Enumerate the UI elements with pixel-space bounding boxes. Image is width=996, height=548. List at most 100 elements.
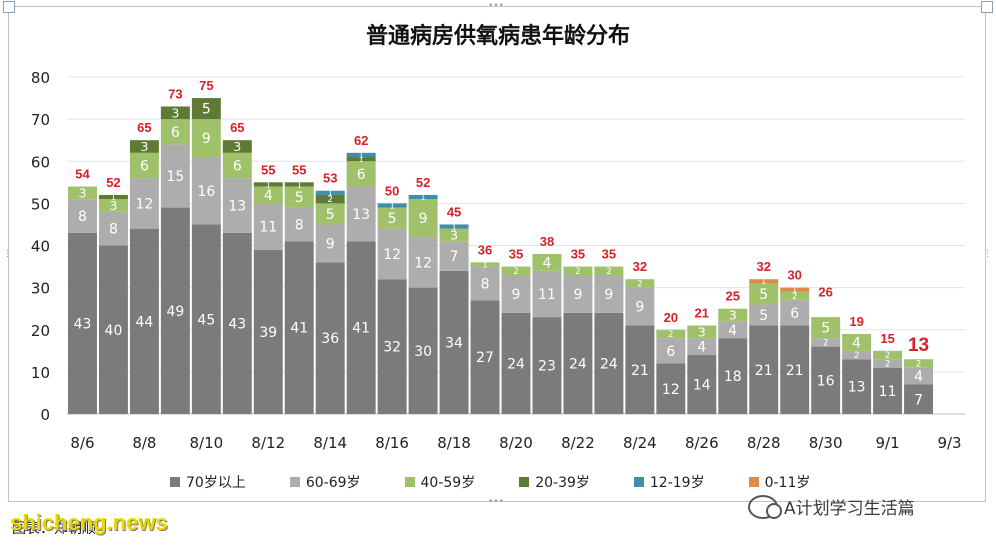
data-label: 2 bbox=[823, 337, 828, 347]
bar-segment bbox=[222, 152, 252, 179]
total-label: 55 bbox=[292, 162, 306, 177]
legend-label: 0-11岁 bbox=[764, 475, 811, 491]
bar-segment bbox=[718, 338, 748, 414]
resize-handle-top-left[interactable] bbox=[3, 1, 15, 13]
bar-segment bbox=[315, 262, 345, 414]
bar-segment bbox=[625, 325, 655, 414]
bar-segment bbox=[346, 186, 376, 242]
bar-segment bbox=[160, 144, 190, 208]
bar-segment bbox=[253, 182, 283, 187]
legend-label: 12-19岁 bbox=[649, 475, 705, 491]
data-label: 18 bbox=[724, 369, 742, 385]
data-label: 6 bbox=[666, 344, 675, 360]
bar-segment bbox=[191, 119, 221, 158]
legend-item: 0-11岁 bbox=[748, 472, 811, 492]
x-tick-label: 9/1 bbox=[876, 434, 900, 452]
data-label: 23 bbox=[538, 359, 556, 375]
data-label: 24 bbox=[507, 356, 525, 372]
resize-handle-right[interactable]: ⋮ bbox=[983, 249, 992, 259]
bar-segment bbox=[377, 279, 407, 414]
x-tick-label: 8/8 bbox=[132, 434, 156, 452]
bar-segment bbox=[873, 359, 903, 368]
bar-segment bbox=[253, 186, 283, 204]
data-label: 3 bbox=[109, 198, 117, 213]
data-label: 1 bbox=[792, 286, 797, 295]
bar-segment bbox=[346, 241, 376, 414]
data-label: 2 bbox=[885, 358, 890, 368]
bar-segment bbox=[129, 228, 159, 414]
data-label: 9 bbox=[573, 287, 582, 303]
data-label: 8 bbox=[481, 276, 490, 292]
data-label: 1 bbox=[266, 180, 271, 189]
bar-segment bbox=[842, 359, 872, 414]
bar-segment bbox=[68, 232, 97, 414]
bar-segment bbox=[315, 190, 345, 195]
y-tick-label: 80 bbox=[31, 69, 50, 87]
bar-segment bbox=[780, 291, 810, 301]
legend-item: 70岁以上 bbox=[170, 472, 246, 492]
bar-segment bbox=[563, 274, 593, 313]
data-label: 43 bbox=[74, 316, 92, 332]
data-label: 4 bbox=[728, 323, 737, 339]
resize-handle-top[interactable]: ••• bbox=[488, 1, 504, 11]
bar-segment bbox=[718, 321, 748, 339]
bar-segment bbox=[501, 274, 531, 313]
legend-item: 40-59岁 bbox=[404, 472, 476, 492]
data-label: 5 bbox=[388, 211, 397, 227]
bar-segment bbox=[191, 224, 221, 414]
total-label: 36 bbox=[478, 242, 492, 257]
x-tick-label: 8/18 bbox=[437, 434, 471, 452]
total-label: 62 bbox=[354, 133, 368, 148]
data-label: 1 bbox=[111, 193, 116, 202]
total-label: 30 bbox=[787, 268, 801, 283]
bar-segment bbox=[749, 304, 779, 326]
data-label: 3 bbox=[698, 324, 706, 339]
data-label: 5 bbox=[759, 308, 768, 324]
bar-segment bbox=[842, 350, 872, 360]
data-label: 11 bbox=[538, 287, 556, 303]
data-label: 3 bbox=[140, 139, 148, 154]
data-label: 49 bbox=[166, 304, 184, 320]
resize-handle-left[interactable]: ⋮ bbox=[3, 249, 12, 259]
bar-segment bbox=[470, 262, 500, 267]
data-label: 14 bbox=[693, 378, 711, 394]
bar-segment bbox=[160, 119, 190, 145]
resize-handle-bottom[interactable]: ••• bbox=[488, 497, 504, 507]
data-label: 2 bbox=[575, 266, 580, 276]
legend-swatch bbox=[289, 477, 300, 487]
data-label: 4 bbox=[264, 188, 273, 204]
bar-segment bbox=[563, 312, 593, 414]
legend-label: 60-69岁 bbox=[305, 475, 361, 491]
legend-swatch bbox=[404, 477, 415, 487]
data-label: 7 bbox=[914, 392, 923, 408]
data-label: 1 bbox=[452, 222, 457, 231]
bar-segment bbox=[439, 224, 469, 229]
data-label: 16 bbox=[197, 184, 215, 200]
x-tick-label: 9/3 bbox=[937, 434, 961, 452]
data-label: 36 bbox=[321, 331, 339, 347]
bar-segment bbox=[191, 98, 221, 120]
bar-segment bbox=[315, 203, 345, 225]
bar-segment bbox=[749, 279, 779, 284]
legend-label: 40-59岁 bbox=[420, 475, 476, 491]
total-label: 38 bbox=[540, 234, 554, 249]
total-label: 13 bbox=[908, 335, 929, 356]
bar-segment bbox=[222, 178, 252, 233]
total-label: 73 bbox=[168, 86, 182, 101]
bar-segment bbox=[129, 152, 159, 179]
data-label: 27 bbox=[476, 350, 494, 366]
bar-segment bbox=[563, 266, 593, 275]
resize-handle-top-right[interactable] bbox=[981, 1, 993, 13]
total-label: 26 bbox=[818, 284, 832, 299]
data-label: 9 bbox=[512, 287, 521, 303]
x-tick-label: 8/14 bbox=[313, 434, 347, 452]
bar-segment bbox=[284, 186, 314, 208]
data-label: 9 bbox=[604, 287, 613, 303]
bar-segment bbox=[656, 363, 686, 414]
bar-segment bbox=[470, 300, 500, 414]
data-label: 7 bbox=[450, 249, 459, 265]
bar-segment bbox=[594, 266, 624, 275]
data-label: 2 bbox=[792, 291, 797, 301]
bar-segment bbox=[811, 317, 841, 339]
legend-swatch bbox=[170, 477, 180, 487]
